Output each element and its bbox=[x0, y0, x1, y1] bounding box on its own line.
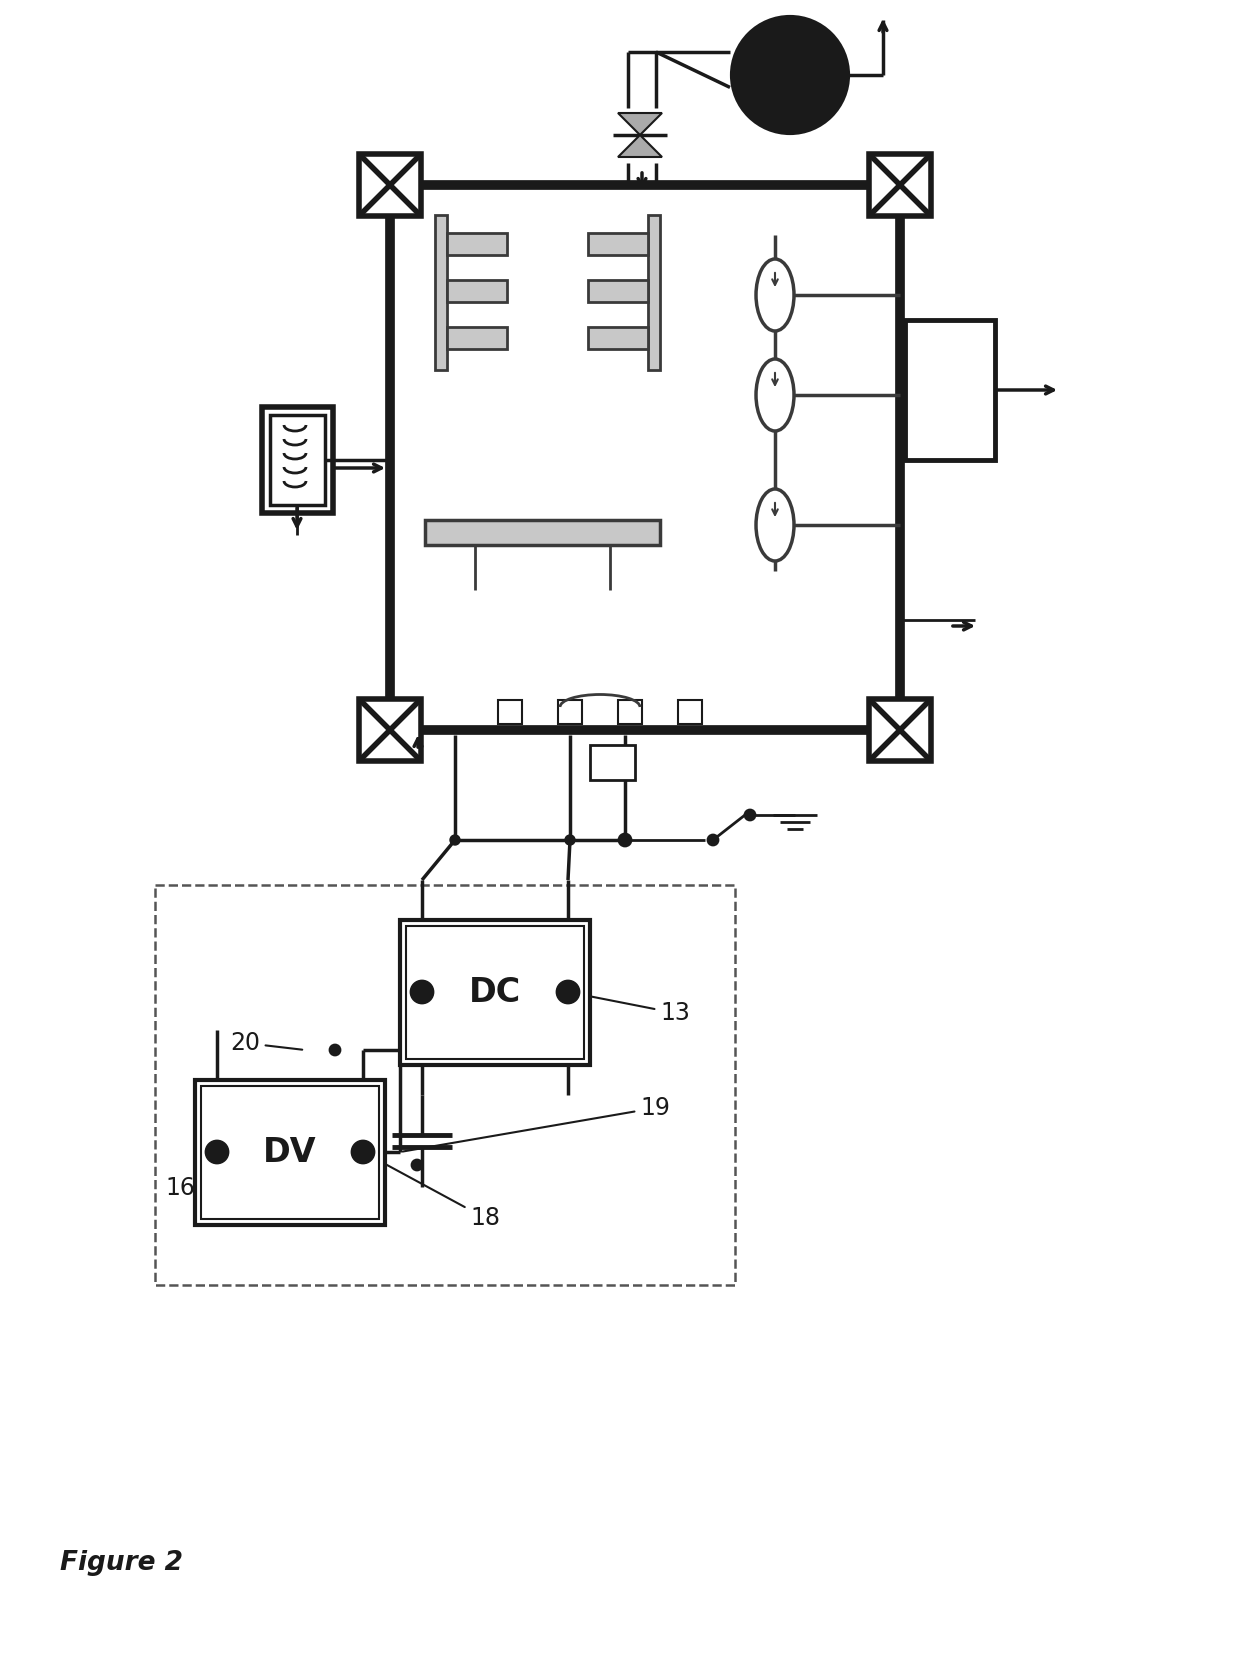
Circle shape bbox=[745, 810, 755, 820]
Circle shape bbox=[206, 1142, 228, 1163]
Ellipse shape bbox=[756, 360, 794, 431]
Text: -: - bbox=[564, 983, 572, 1002]
Text: DV: DV bbox=[263, 1135, 316, 1168]
Bar bbox=[360, 154, 422, 215]
Bar bbox=[649, 215, 660, 370]
Circle shape bbox=[450, 835, 460, 845]
Circle shape bbox=[352, 1142, 374, 1163]
Bar bbox=[405, 926, 584, 1059]
Bar bbox=[678, 699, 702, 724]
Circle shape bbox=[732, 17, 848, 133]
Bar bbox=[360, 699, 422, 761]
Text: Figure 2: Figure 2 bbox=[60, 1549, 184, 1576]
Bar bbox=[588, 234, 649, 255]
Ellipse shape bbox=[756, 489, 794, 562]
Bar bbox=[869, 154, 931, 215]
Polygon shape bbox=[618, 113, 662, 134]
Circle shape bbox=[412, 1160, 422, 1170]
Circle shape bbox=[565, 835, 575, 845]
Circle shape bbox=[708, 835, 718, 845]
Bar bbox=[446, 280, 507, 302]
Text: 19: 19 bbox=[403, 1095, 670, 1152]
Bar bbox=[195, 1080, 384, 1225]
Text: 20: 20 bbox=[229, 1031, 303, 1056]
Bar bbox=[155, 885, 735, 1284]
Bar bbox=[588, 326, 649, 350]
Bar bbox=[905, 320, 994, 461]
Bar bbox=[401, 920, 590, 1065]
Circle shape bbox=[410, 981, 433, 1002]
Bar bbox=[558, 699, 582, 724]
Circle shape bbox=[620, 835, 630, 845]
Circle shape bbox=[557, 981, 579, 1002]
Text: -: - bbox=[358, 1142, 367, 1162]
Bar bbox=[446, 234, 507, 255]
Text: +: + bbox=[207, 1142, 227, 1162]
Text: DC: DC bbox=[469, 976, 521, 1009]
Text: 13: 13 bbox=[570, 993, 689, 1026]
Bar bbox=[435, 215, 446, 370]
Bar bbox=[446, 326, 507, 350]
Bar bbox=[201, 1085, 379, 1220]
Bar bbox=[270, 414, 325, 505]
Ellipse shape bbox=[756, 258, 794, 331]
Text: 16: 16 bbox=[165, 1176, 195, 1200]
Bar bbox=[262, 408, 334, 514]
Text: 18: 18 bbox=[366, 1153, 500, 1229]
Bar bbox=[869, 699, 931, 761]
Circle shape bbox=[619, 833, 631, 847]
Text: +: + bbox=[413, 983, 432, 1002]
Bar bbox=[590, 746, 635, 780]
Bar bbox=[588, 280, 649, 302]
Circle shape bbox=[330, 1046, 340, 1056]
Bar bbox=[618, 699, 642, 724]
Bar bbox=[391, 186, 900, 731]
Polygon shape bbox=[618, 134, 662, 157]
Bar bbox=[498, 699, 522, 724]
Circle shape bbox=[768, 53, 812, 98]
Bar bbox=[425, 520, 660, 545]
